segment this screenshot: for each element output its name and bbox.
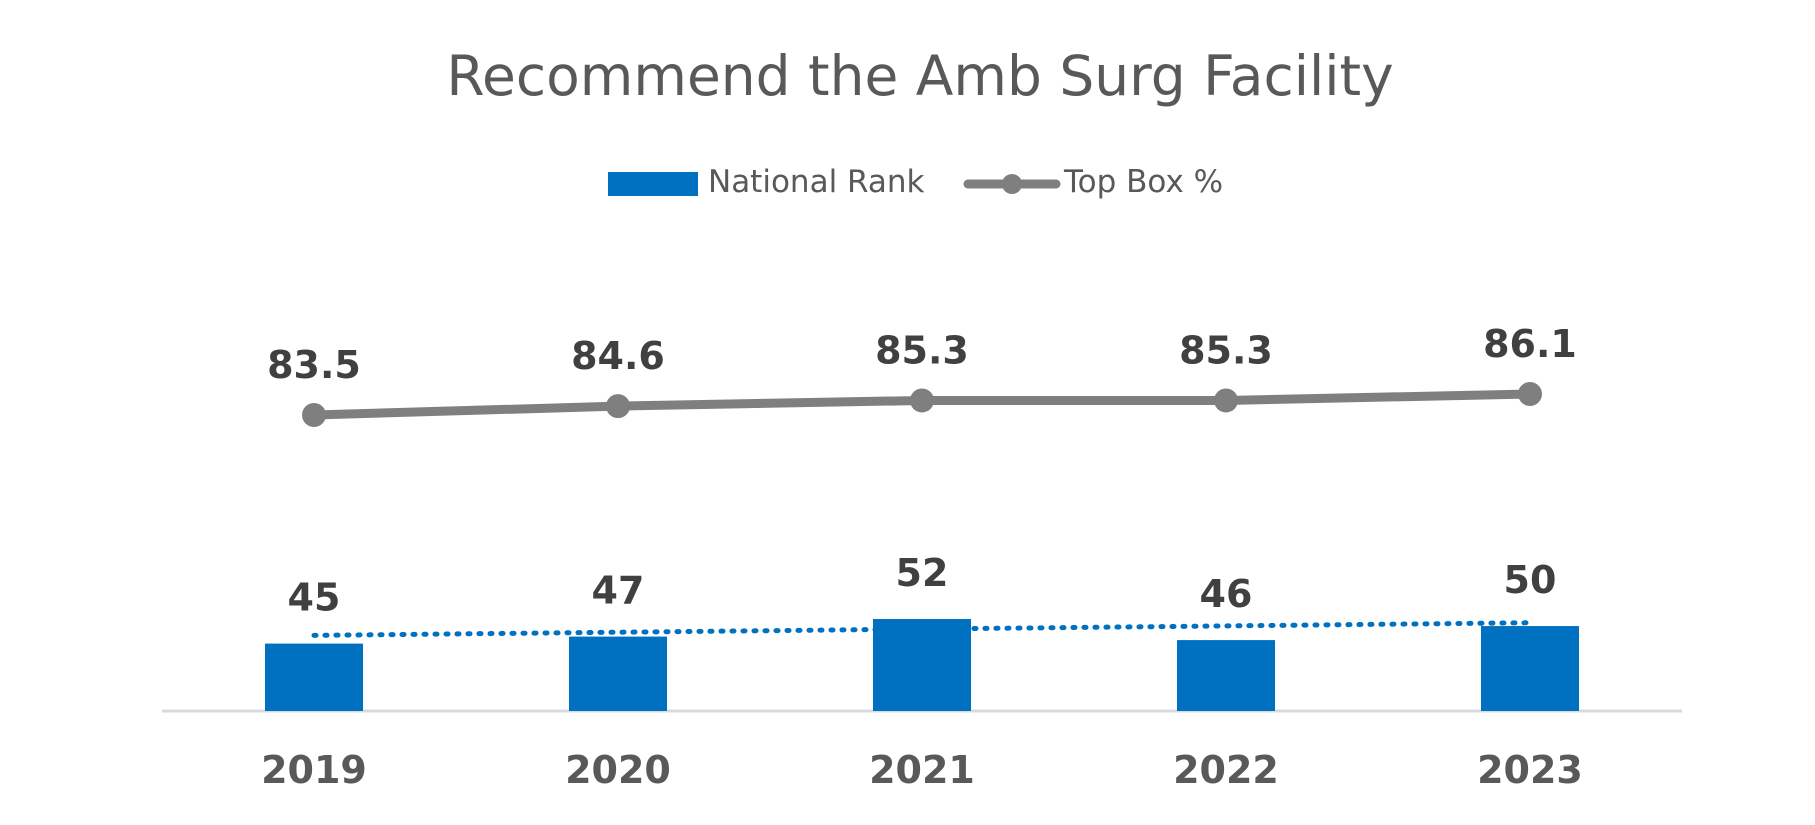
bar-2019: [265, 643, 363, 711]
trendline-national-rank: [311, 620, 1533, 638]
point-label-2021: 85.3: [875, 328, 969, 372]
legend-label-top-box: Top Box %: [1063, 164, 1223, 200]
bar-label-2022: 46: [1200, 572, 1253, 616]
point-top-box-2023: [1518, 381, 1542, 406]
bar-2020: [569, 636, 667, 711]
point-top-box-2019: [302, 403, 326, 427]
legend-label-national-rank: National Rank: [708, 164, 925, 200]
x-tick-2022: 2022: [1173, 748, 1279, 792]
bar-label-2019: 45: [288, 576, 341, 620]
point-label-2020: 84.6: [571, 334, 665, 378]
x-tick-2020: 2020: [565, 748, 671, 792]
x-tick-2019: 2019: [261, 748, 367, 792]
legend-swatch-marker-top-box: [1002, 174, 1022, 194]
x-tick-2023: 2023: [1477, 748, 1583, 792]
point-label-2023: 86.1: [1483, 322, 1577, 366]
bar-label-2020: 47: [592, 569, 645, 613]
bar-2022: [1177, 640, 1275, 711]
point-top-box-2021: [910, 388, 934, 413]
bar-2021: [873, 619, 971, 711]
point-label-2019: 83.5: [267, 343, 361, 387]
legend: National Rank Top Box %: [608, 164, 1223, 200]
point-label-2022: 85.3: [1179, 328, 1273, 372]
point-top-box-2020: [606, 394, 630, 419]
bar-2023: [1481, 626, 1579, 711]
point-top-box-2022: [1214, 388, 1238, 413]
legend-swatch-national-rank: [608, 172, 698, 196]
x-tick-2021: 2021: [869, 748, 975, 792]
bar-label-2023: 50: [1504, 558, 1557, 602]
bar-label-2021: 52: [896, 551, 949, 595]
chart-title: Recommend the Amb Surg Facility: [446, 44, 1393, 108]
